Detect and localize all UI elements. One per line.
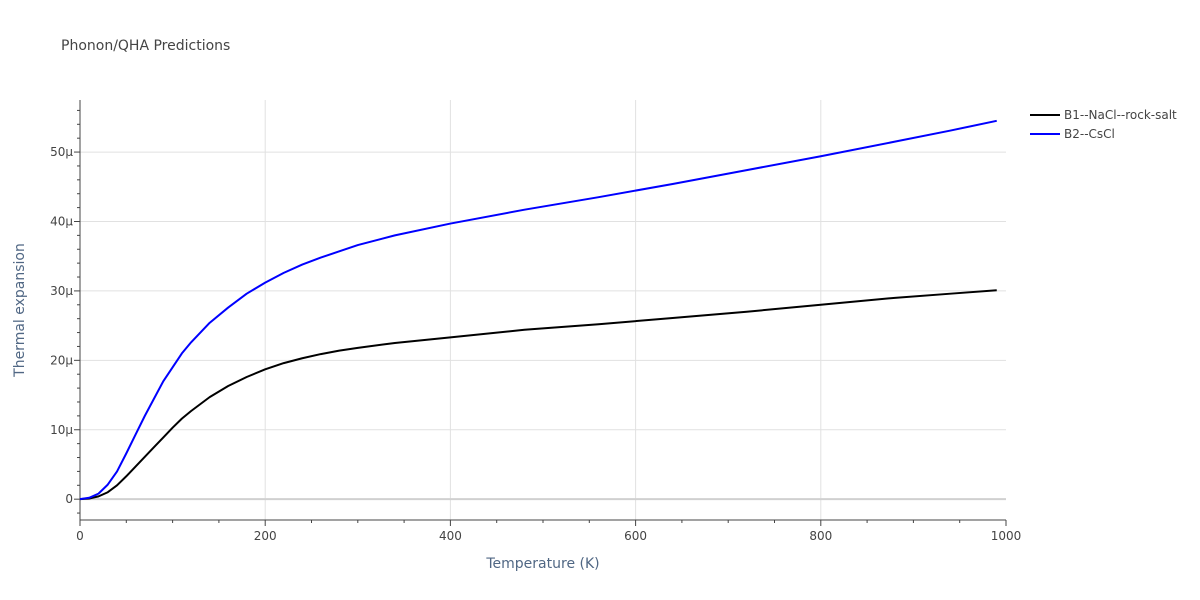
legend[interactable]: B1--NaCl--rock-salt B2--CsCl [1030, 108, 1177, 141]
x-tick-labels: 0 200 400 600 800 1000 [76, 529, 1021, 543]
series-line-1[interactable] [79, 289, 997, 501]
x-axis-title: Temperature (K) [485, 556, 599, 572]
y-axis-title: Thermal expansion [12, 243, 28, 378]
y-tick-label: 40µ [50, 214, 73, 228]
x-tick-label: 400 [439, 529, 462, 543]
x-tick-label: 200 [254, 529, 277, 543]
y-tick-label: 20µ [50, 353, 73, 367]
x-tick-label: 800 [809, 529, 832, 543]
legend-label-1[interactable]: B1--NaCl--rock-salt [1064, 108, 1177, 122]
y-tick-label: 30µ [50, 284, 73, 298]
grid [80, 100, 1006, 520]
chart-title: Phonon/QHA Predictions [61, 38, 230, 54]
y-tick-label: 10µ [50, 423, 73, 437]
axes [74, 100, 1007, 526]
legend-label-2[interactable]: B2--CsCl [1064, 127, 1115, 141]
y-tick-label: 50µ [50, 145, 73, 159]
series-lines [79, 119, 997, 501]
y-tick-labels: 0 10µ 20µ 30µ 40µ 50µ [50, 145, 73, 506]
series-line-2[interactable] [79, 119, 997, 501]
y-tick-label: 0 [65, 492, 73, 506]
x-tick-label: 600 [624, 529, 647, 543]
x-tick-label: 1000 [991, 529, 1022, 543]
x-tick-label: 0 [76, 529, 84, 543]
